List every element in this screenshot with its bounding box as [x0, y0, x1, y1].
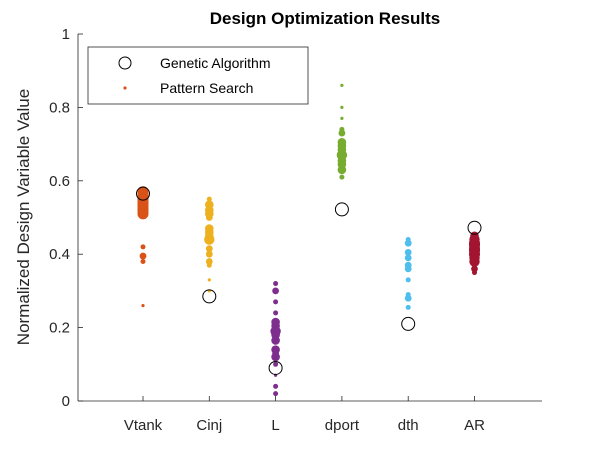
pattern-search-point	[404, 294, 412, 302]
y-axis-label: Normalized Design Variable Value	[14, 89, 33, 345]
x-tick-label: L	[271, 417, 279, 434]
legend-marker-genetic-algorithm	[118, 56, 132, 70]
pattern-search-point	[338, 129, 346, 137]
pattern-search-point	[271, 336, 280, 345]
pattern-search-point	[205, 214, 213, 221]
legend-marker-pattern-search	[123, 86, 127, 90]
pattern-search-point	[471, 265, 478, 273]
pattern-search-point	[204, 234, 215, 245]
pattern-search-point	[340, 116, 344, 121]
pattern-search-point	[273, 310, 279, 316]
genetic-algorithm-point	[334, 202, 349, 217]
pattern-search-point	[207, 278, 211, 282]
data-marks	[136, 83, 482, 397]
pattern-search-point	[205, 250, 213, 258]
pattern-search-point	[205, 245, 213, 253]
legend-box	[87, 46, 309, 105]
pattern-search-point	[273, 281, 279, 287]
pattern-search-point	[405, 304, 411, 310]
pattern-search-point	[137, 208, 149, 220]
pattern-search-point	[271, 352, 280, 362]
pattern-search-point	[273, 391, 279, 397]
genetic-algorithm-point	[268, 360, 283, 375]
pattern-search-point	[272, 287, 279, 295]
genetic-algorithm-point	[467, 220, 482, 235]
pattern-search-point	[140, 244, 146, 250]
pattern-search-point	[404, 248, 412, 256]
pattern-search-point	[404, 239, 412, 247]
genetic-algorithm-point	[401, 316, 416, 331]
x-tick-label: Vtank	[124, 417, 163, 434]
pattern-search-point	[140, 259, 146, 265]
y-tick-label: 1	[62, 26, 70, 43]
pattern-search-point	[273, 361, 279, 367]
pattern-search-point	[404, 254, 412, 262]
pattern-search-point	[206, 262, 212, 268]
legend: Genetic Algorithm Pattern Search	[87, 46, 309, 105]
x-tick-label: Cinj	[196, 417, 222, 434]
y-tick-label: 0.8	[49, 99, 70, 116]
pattern-search-point	[206, 196, 212, 202]
pattern-search-point	[339, 174, 345, 180]
x-tick-label: dth	[398, 417, 419, 434]
y-tick-label: 0	[62, 393, 70, 410]
legend-label-genetic-algorithm: Genetic Algorithm	[160, 55, 271, 71]
x-tick-label: AR	[464, 417, 485, 434]
x-tick-label: dport	[325, 417, 360, 434]
chart-title: Design Optimization Results	[210, 9, 440, 28]
legend-label-pattern-search: Pattern Search	[160, 80, 253, 96]
pattern-search-point	[205, 258, 213, 265]
pattern-search-point	[472, 270, 477, 276]
pattern-search-point	[404, 265, 412, 273]
pattern-search-point	[405, 277, 411, 283]
pattern-search-point	[139, 252, 147, 260]
pattern-search-point	[273, 299, 279, 305]
genetic-algorithm-point	[136, 186, 150, 201]
pattern-search-point	[337, 165, 347, 175]
y-axis-ticks: 0 0.2 0.4 0.6 0.8 1	[49, 26, 83, 410]
pattern-search-point	[141, 303, 145, 308]
pattern-search-point	[340, 83, 344, 87]
y-tick-label: 0.4	[49, 246, 70, 263]
genetic-algorithm-point	[202, 289, 217, 304]
pattern-search-point	[273, 383, 279, 389]
pattern-search-point	[340, 105, 344, 109]
pattern-search-point	[469, 256, 480, 267]
y-tick-label: 0.6	[49, 173, 70, 190]
y-tick-label: 0.2	[49, 320, 70, 337]
